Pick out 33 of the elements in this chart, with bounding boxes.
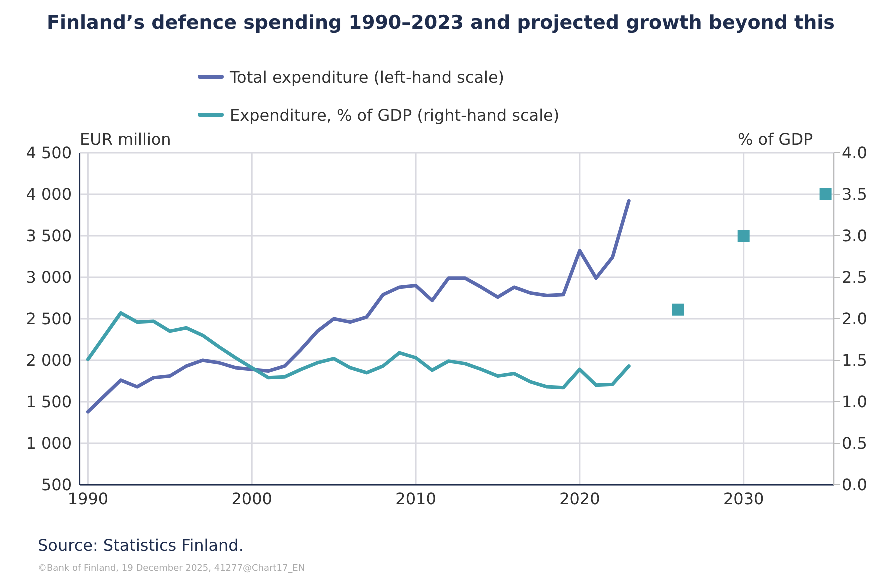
- y-tick-label: 2 500: [26, 310, 72, 329]
- y2-tick-label: 2.5: [842, 268, 868, 288]
- text: ©Bank of Finland, 19 December 2025, 41277@Chart17_EN: [38, 564, 306, 574]
- y-axis-title: EUR million: [80, 130, 172, 149]
- y2-tick-label: 3.0: [842, 226, 868, 246]
- x-tick-label: 2030: [723, 489, 764, 508]
- y-tick-label: 3 000: [26, 268, 72, 288]
- legend-label: Total expenditure (left-hand scale): [230, 68, 505, 86]
- line-series: [86, 311, 631, 390]
- point: [672, 304, 684, 316]
- x-tick-label: 2000: [232, 489, 272, 508]
- y-tick-label: 1 500: [26, 392, 72, 412]
- y2-tick-label: 4.0: [842, 144, 868, 163]
- y-tick-label: 4 500: [26, 144, 72, 163]
- chart-title: Finland’s defence spending 1990–2023 and projected growth beyond this: [46, 12, 836, 34]
- y2-tick-label: 3.5: [842, 185, 868, 204]
- y-tick-label: 1 000: [26, 434, 72, 454]
- y-tick-label: 3 500: [26, 226, 72, 246]
- legend-label: Expenditure, % of GDP (right-hand scale): [230, 106, 560, 124]
- x-tick-label: 2020: [560, 489, 600, 508]
- y-tick-label: 2 000: [26, 351, 72, 370]
- y-tick-label: 4 000: [26, 185, 72, 204]
- point: [820, 188, 832, 200]
- y2-tick-label: 0.5: [842, 434, 868, 454]
- point: [738, 230, 750, 242]
- y2-tick-label: 2.0: [842, 310, 868, 329]
- y2-tick-label: 1.5: [842, 351, 868, 370]
- y2-tick-label: 1.0: [842, 392, 868, 412]
- source-note: Source: Statistics Finland.: [38, 536, 244, 555]
- y2-tick-label: 0.0: [842, 476, 868, 495]
- y2-axis-title: % of GDP: [738, 130, 814, 149]
- line-series: [86, 199, 631, 414]
- x-tick-label: 2010: [396, 489, 436, 508]
